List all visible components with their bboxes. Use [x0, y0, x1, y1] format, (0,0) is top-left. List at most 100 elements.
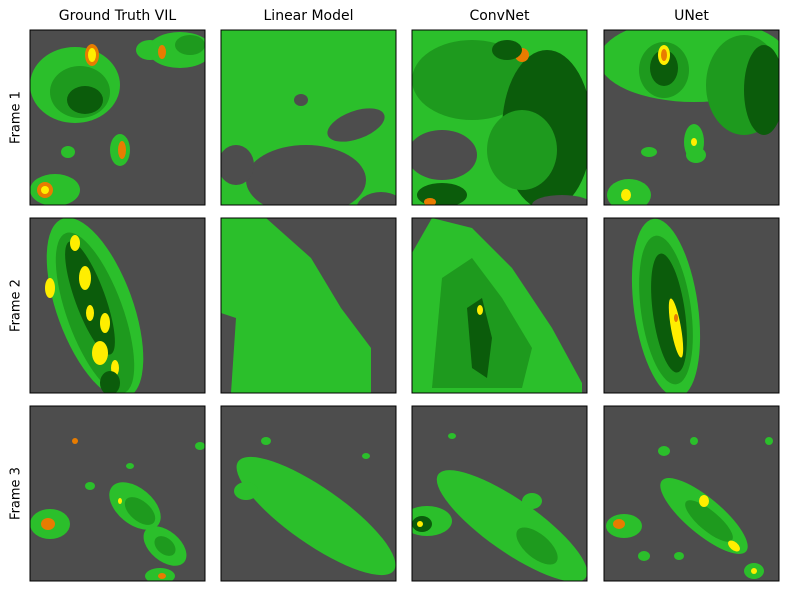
- echo-region: [126, 463, 134, 469]
- echo-region: [621, 189, 631, 201]
- echo-region: [728, 540, 740, 552]
- column-title: Linear Model: [264, 8, 354, 24]
- row-label: Frame 1: [9, 91, 24, 144]
- echo-region: [136, 40, 164, 60]
- image-panel: [603, 29, 780, 206]
- echo-region: [362, 453, 370, 459]
- column-title: Ground Truth VIL: [59, 8, 177, 24]
- echo-region: [492, 40, 522, 60]
- image-panel: [603, 405, 780, 582]
- echo-region: [658, 446, 670, 456]
- panel-content: [604, 218, 779, 393]
- echo-region: [158, 573, 166, 579]
- echo-region: [158, 45, 166, 59]
- echo-region: [674, 552, 684, 560]
- echo-region: [765, 437, 773, 445]
- echo-region: [41, 518, 55, 530]
- image-panel: [220, 29, 397, 206]
- echo-region: [61, 146, 75, 158]
- echo-region: [751, 568, 757, 574]
- panel-frame: [220, 405, 397, 582]
- panel-frame: [411, 217, 588, 394]
- echo-region: [118, 498, 122, 504]
- panel-frame: [29, 405, 206, 582]
- image-panel: [29, 405, 206, 582]
- echo-region: [234, 482, 258, 500]
- echo-region: [417, 521, 423, 527]
- echo-region: [246, 145, 366, 205]
- echo-region: [356, 192, 396, 205]
- echo-region: [294, 94, 308, 106]
- echo-region: [412, 130, 477, 180]
- echo-region: [686, 147, 706, 163]
- echo-region: [448, 433, 456, 439]
- panel-content: [221, 406, 396, 581]
- panel-frame: [411, 29, 588, 206]
- image-panel: [220, 405, 397, 582]
- echo-region: [70, 235, 80, 251]
- echo-region: [327, 108, 385, 142]
- echo-region: [79, 266, 91, 290]
- echo-region: [45, 278, 55, 298]
- panel-frame: [603, 405, 780, 582]
- echo-region: [467, 298, 492, 378]
- echo-region: [641, 147, 657, 157]
- echo-region: [175, 35, 205, 55]
- column-title: UNet: [674, 8, 709, 24]
- echo-region: [100, 313, 110, 333]
- echo-region: [92, 341, 108, 365]
- echo-region: [154, 536, 176, 556]
- echo-region: [477, 305, 483, 315]
- row-label: Frame 2: [9, 279, 24, 332]
- echo-region: [124, 497, 156, 525]
- echo-region: [236, 456, 396, 576]
- image-panel: [603, 217, 780, 394]
- panel-content: [604, 30, 779, 205]
- image-panel: [411, 29, 588, 206]
- panel-frame: [603, 29, 780, 206]
- panel-frame: [29, 29, 206, 206]
- panel-frame: [411, 405, 588, 582]
- panel-content: [412, 30, 587, 205]
- column-title: ConvNet: [469, 8, 530, 24]
- panel-frame: [220, 217, 397, 394]
- echo-region: [85, 482, 95, 490]
- panel-content: [221, 218, 396, 393]
- echo-region: [522, 493, 542, 509]
- echo-region: [86, 305, 94, 321]
- echo-region: [412, 40, 532, 120]
- echo-region: [674, 314, 678, 322]
- image-panel: [411, 217, 588, 394]
- echo-region: [487, 110, 557, 190]
- panel-frame: [29, 217, 206, 394]
- echo-region: [195, 442, 205, 450]
- echo-region: [221, 145, 254, 185]
- panel-content: [30, 30, 205, 205]
- panel-content: [412, 406, 587, 581]
- row-label: Frame 3: [9, 467, 24, 520]
- image-panel: [29, 217, 206, 394]
- echo-region: [41, 186, 49, 194]
- image-panel: [411, 405, 588, 582]
- image-panel: [220, 217, 397, 394]
- panel-content: [30, 218, 205, 393]
- echo-region: [638, 551, 650, 561]
- echo-region: [690, 437, 698, 445]
- echo-region: [613, 519, 625, 529]
- echo-region: [650, 50, 678, 86]
- panel-content: [412, 218, 587, 393]
- echo-region: [691, 138, 697, 146]
- panel-frame: [603, 217, 780, 394]
- echo-region: [118, 141, 126, 159]
- echo-region: [221, 218, 371, 393]
- panel-content: [604, 406, 779, 581]
- echo-region: [67, 86, 103, 114]
- echo-region: [516, 527, 558, 565]
- panel-frame: [220, 29, 397, 206]
- echo-region: [424, 198, 436, 205]
- echo-region: [72, 438, 78, 444]
- echo-region: [100, 371, 120, 393]
- echo-region: [668, 298, 684, 358]
- echo-region: [699, 495, 709, 507]
